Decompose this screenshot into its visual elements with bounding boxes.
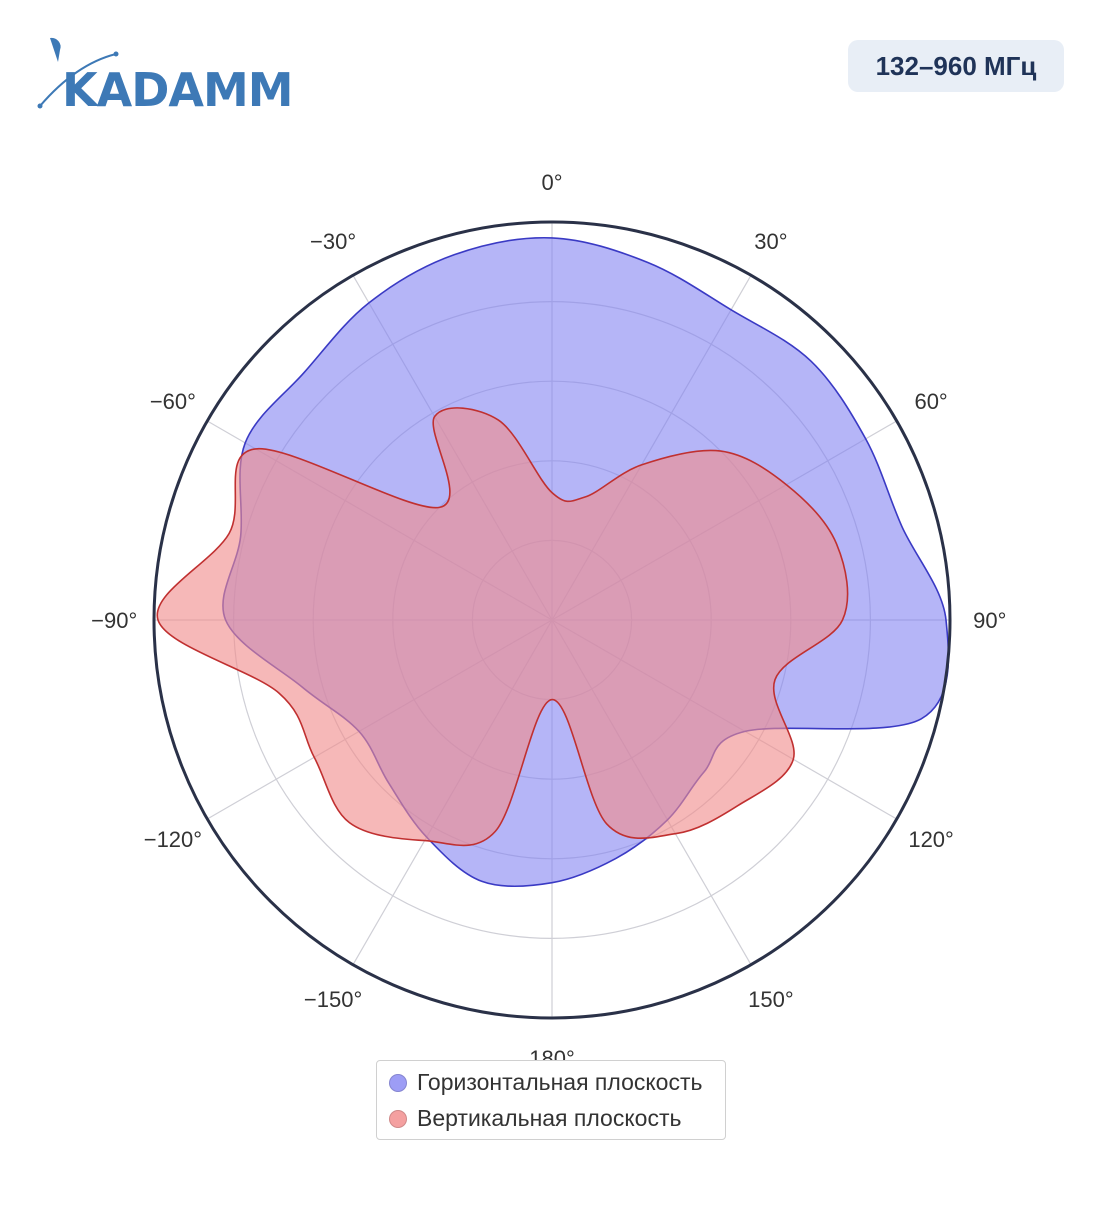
angular-tick-label: 180° <box>529 1046 575 1060</box>
angular-tick-label: −120° <box>144 827 202 852</box>
legend-label-horizontal: Горизонтальная плоскость <box>417 1069 703 1095</box>
angular-ticks: 0° 30° 60° 90° 120° 150° 180° −150° −120° −90° −60… <box>91 170 1006 1060</box>
polar-chart: 0° 30° 60° 90° 120° 150° 180° −150° −120° −90° −60… <box>91 170 1006 1060</box>
angular-tick-label: −90° <box>91 608 137 633</box>
series-vertical-area <box>156 407 849 847</box>
series-layer <box>156 236 950 888</box>
polar-frame <box>152 220 952 1020</box>
angular-tick-label: −30° <box>310 229 356 254</box>
angular-tick-label: −60° <box>150 389 196 414</box>
angular-tick-label: 0° <box>541 170 562 195</box>
legend-item-vertical[interactable]: Вертикальная плоскость <box>389 1105 681 1132</box>
legend-swatch-horizontal <box>389 1073 407 1092</box>
angular-tick-label: 150° <box>748 987 794 1012</box>
logo-text: KADAMM <box>62 63 293 114</box>
polar-frame-circle <box>152 220 952 1020</box>
logo-mark-shape <box>50 37 61 62</box>
legend-label-vertical: Вертикальная плоскость <box>417 1105 682 1131</box>
brand-logo: KADAMM <box>36 34 296 117</box>
angular-tick-label: 90° <box>973 608 1006 633</box>
angular-tick-label: −150° <box>304 987 362 1012</box>
legend-swatch-vertical <box>389 1109 407 1128</box>
angular-tick-label: 30° <box>754 229 787 254</box>
legend-item-horizontal[interactable]: Горизонтальная плоскость <box>389 1069 703 1096</box>
logo-swoosh <box>39 53 117 107</box>
angular-tick-label: 60° <box>914 389 947 414</box>
legend: Горизонтальная плоскость Вертикальная пл… <box>376 1060 726 1140</box>
frequency-badge: 132–960 МГц <box>848 40 1064 92</box>
angular-tick-label: 120° <box>908 827 954 852</box>
